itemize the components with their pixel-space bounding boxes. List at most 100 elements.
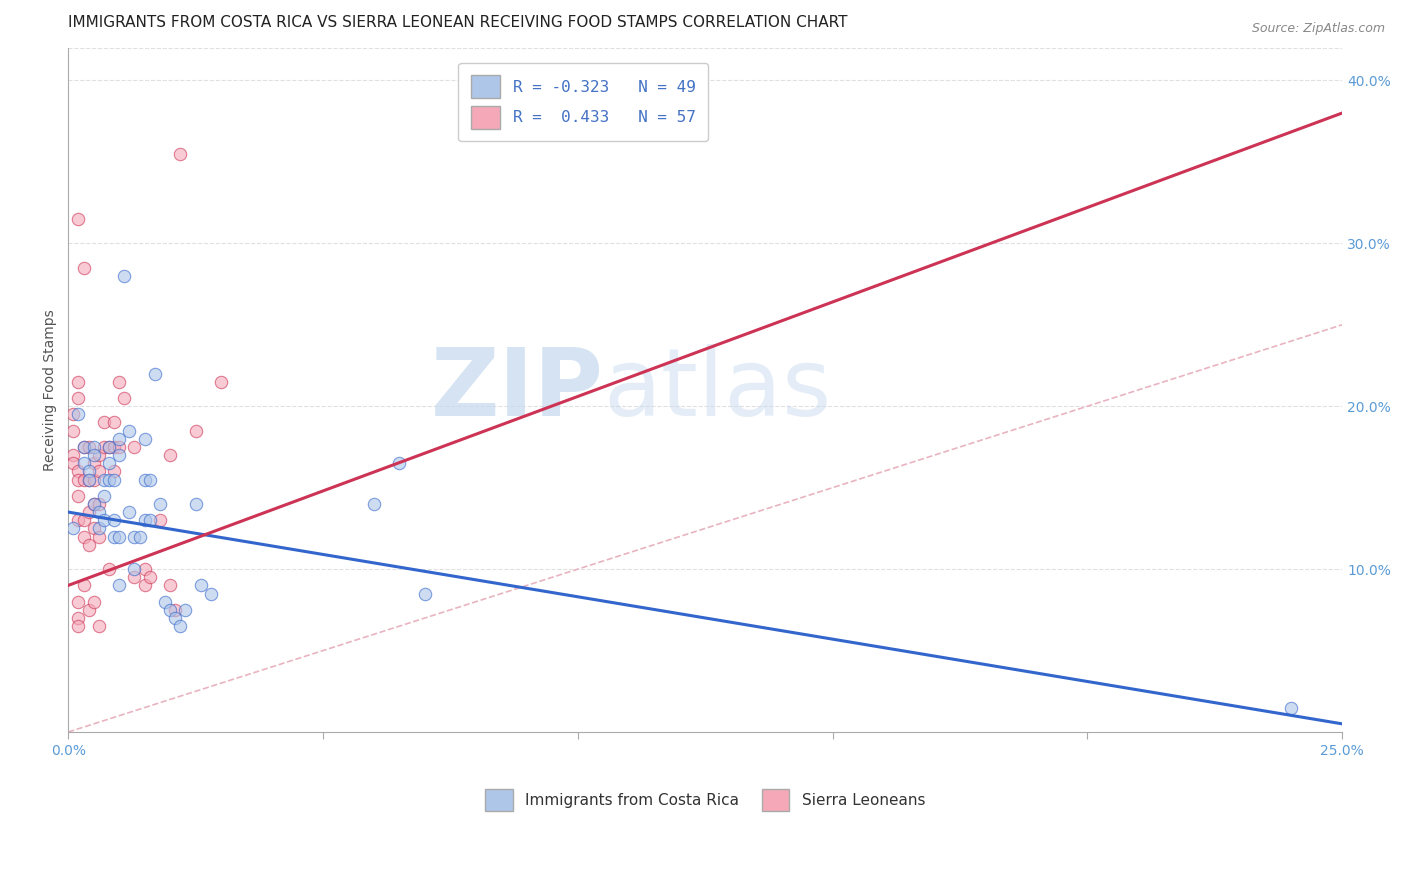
Point (62, 448, 84, 462)
Point (108, 529, 131, 543)
Point (169, 619, 191, 633)
Point (62, 521, 84, 535)
Point (159, 578, 181, 592)
Point (108, 375, 131, 389)
Point (83, 497, 105, 511)
Point (134, 432, 156, 446)
Point (124, 529, 146, 543)
Point (77, 464, 100, 478)
Point (87, 464, 110, 478)
Point (108, 440, 131, 454)
Point (139, 513, 162, 527)
Point (72, 440, 94, 454)
Point (87, 497, 110, 511)
Point (143, 367, 166, 381)
Point (93, 440, 115, 454)
Point (93, 513, 115, 527)
Point (165, 603, 187, 617)
Point (83, 456, 105, 470)
Point (72, 529, 94, 543)
Point (209, 375, 232, 389)
Point (83, 473, 105, 487)
Point (77, 473, 100, 487)
Text: atlas: atlas (603, 344, 831, 436)
Point (67, 464, 90, 478)
Point (87, 529, 110, 543)
Point (153, 595, 176, 609)
Point (108, 432, 131, 446)
Point (67, 611, 90, 625)
Point (388, 456, 411, 470)
Point (108, 448, 131, 462)
Point (103, 416, 125, 430)
Point (87, 521, 110, 535)
Point (72, 260, 94, 275)
Point (159, 603, 181, 617)
Point (124, 440, 146, 454)
Point (134, 578, 156, 592)
Point (67, 391, 90, 405)
Point (67, 489, 90, 503)
Point (93, 489, 115, 503)
Point (118, 505, 141, 519)
Point (67, 473, 90, 487)
Point (363, 497, 385, 511)
Point (67, 408, 90, 422)
Point (1279, 700, 1302, 714)
Legend: Immigrants from Costa Rica, Sierra Leoneans: Immigrants from Costa Rica, Sierra Leone… (472, 777, 938, 823)
Point (72, 578, 94, 592)
Point (103, 513, 125, 527)
Point (62, 408, 84, 422)
Point (112, 391, 135, 405)
Point (77, 473, 100, 487)
Point (87, 448, 110, 462)
Point (103, 464, 125, 478)
Point (72, 440, 94, 454)
Point (128, 529, 150, 543)
Point (159, 448, 181, 462)
Point (112, 268, 135, 283)
Y-axis label: Receiving Food Stamps: Receiving Food Stamps (44, 309, 58, 471)
Point (118, 424, 141, 438)
Point (67, 513, 90, 527)
Point (83, 497, 105, 511)
Point (93, 473, 115, 487)
Point (108, 578, 131, 592)
Point (124, 570, 146, 584)
Point (149, 497, 172, 511)
Point (200, 586, 222, 600)
Point (98, 456, 121, 470)
Point (103, 473, 125, 487)
Point (87, 619, 110, 633)
Point (103, 440, 125, 454)
Text: Source: ZipAtlas.com: Source: ZipAtlas.com (1251, 22, 1385, 36)
Text: ZIP: ZIP (430, 344, 603, 436)
Point (72, 456, 94, 470)
Point (169, 146, 191, 161)
Point (83, 440, 105, 454)
Point (165, 611, 187, 625)
Point (190, 578, 212, 592)
Point (83, 521, 105, 535)
Point (103, 529, 125, 543)
Point (134, 513, 156, 527)
Point (67, 595, 90, 609)
Point (93, 416, 115, 430)
Point (134, 473, 156, 487)
Point (77, 603, 100, 617)
Point (83, 595, 105, 609)
Point (72, 513, 94, 527)
Point (184, 424, 207, 438)
Point (98, 473, 121, 487)
Point (67, 619, 90, 633)
Point (67, 211, 90, 226)
Point (62, 424, 84, 438)
Point (149, 513, 172, 527)
Point (139, 473, 162, 487)
Text: IMMIGRANTS FROM COSTA RICA VS SIERRA LEONEAN RECEIVING FOOD STAMPS CORRELATION C: IMMIGRANTS FROM COSTA RICA VS SIERRA LEO… (69, 15, 848, 30)
Point (98, 440, 121, 454)
Point (77, 505, 100, 519)
Point (87, 505, 110, 519)
Point (77, 440, 100, 454)
Point (67, 375, 90, 389)
